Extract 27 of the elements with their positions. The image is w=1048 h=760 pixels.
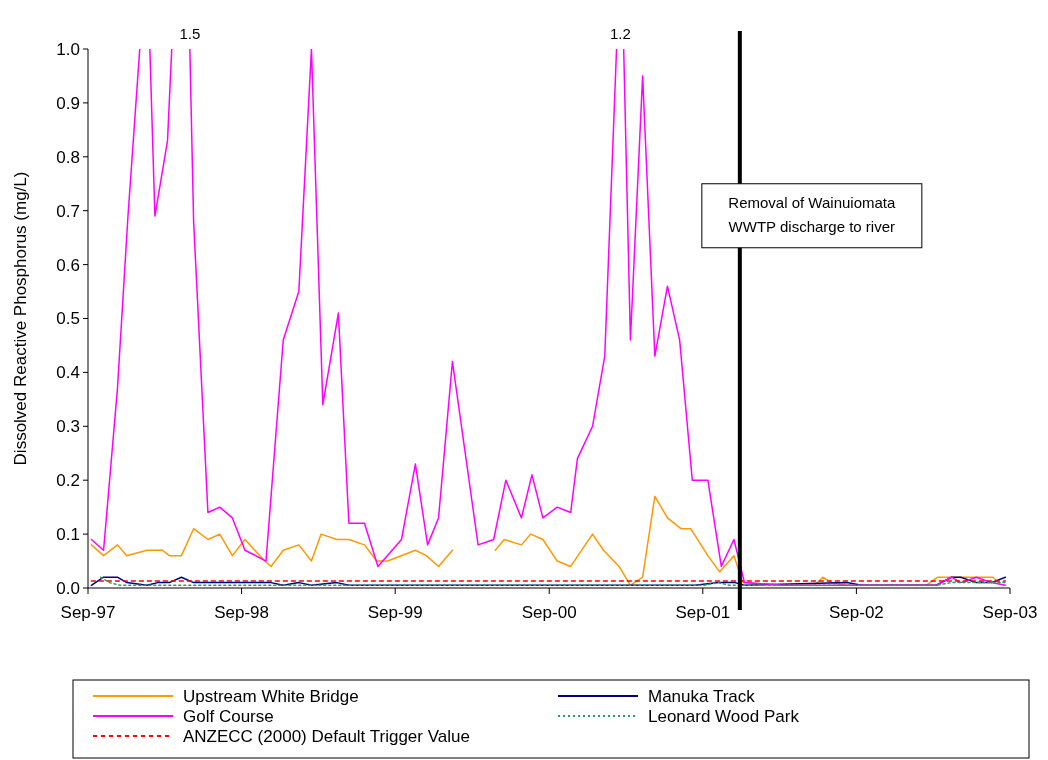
x-tick-label: Sep-01 bbox=[675, 603, 731, 622]
y-tick-label: 0.0 bbox=[56, 578, 80, 598]
x-tick-label: Sep-97 bbox=[60, 603, 116, 622]
y-tick-label: 0.6 bbox=[56, 255, 80, 275]
legend-label: Manuka Track bbox=[648, 686, 756, 706]
legend-label: ANZECC (2000) Default Trigger Value bbox=[183, 726, 470, 746]
legend-label: Golf Course bbox=[183, 706, 274, 726]
y-tick-label: 0.1 bbox=[56, 525, 80, 545]
y-tick-label: 0.2 bbox=[56, 471, 80, 491]
x-tick-label: Sep-02 bbox=[828, 603, 884, 622]
ref-line-label: Removal of Wainuiomata WWTP discharge to river bbox=[728, 193, 896, 235]
y-tick-label: 0.9 bbox=[56, 93, 80, 113]
y-tick-label: 0.4 bbox=[56, 363, 80, 383]
y-axis-title: Dissolved Reactive Phosphorus (mg/L) bbox=[11, 171, 30, 466]
x-tick-label: Sep-00 bbox=[521, 603, 577, 622]
y-tick-label: 0.3 bbox=[56, 417, 80, 437]
y-tick-label: 1.0 bbox=[56, 39, 80, 59]
legend-label: Upstream White Bridge bbox=[183, 686, 359, 706]
legend-label: Leonard Wood Park bbox=[648, 706, 800, 726]
y-tick-label: 0.5 bbox=[56, 309, 80, 329]
y-tick-label: 0.8 bbox=[56, 147, 80, 167]
x-tick-label: Sep-98 bbox=[214, 603, 270, 622]
annotation: 1.5 bbox=[179, 25, 201, 42]
y-tick-label: 0.7 bbox=[56, 201, 80, 221]
annotation: 1.2 bbox=[609, 25, 631, 42]
x-tick-label: Sep-03 bbox=[982, 603, 1038, 622]
x-tick-label: Sep-99 bbox=[367, 603, 423, 622]
